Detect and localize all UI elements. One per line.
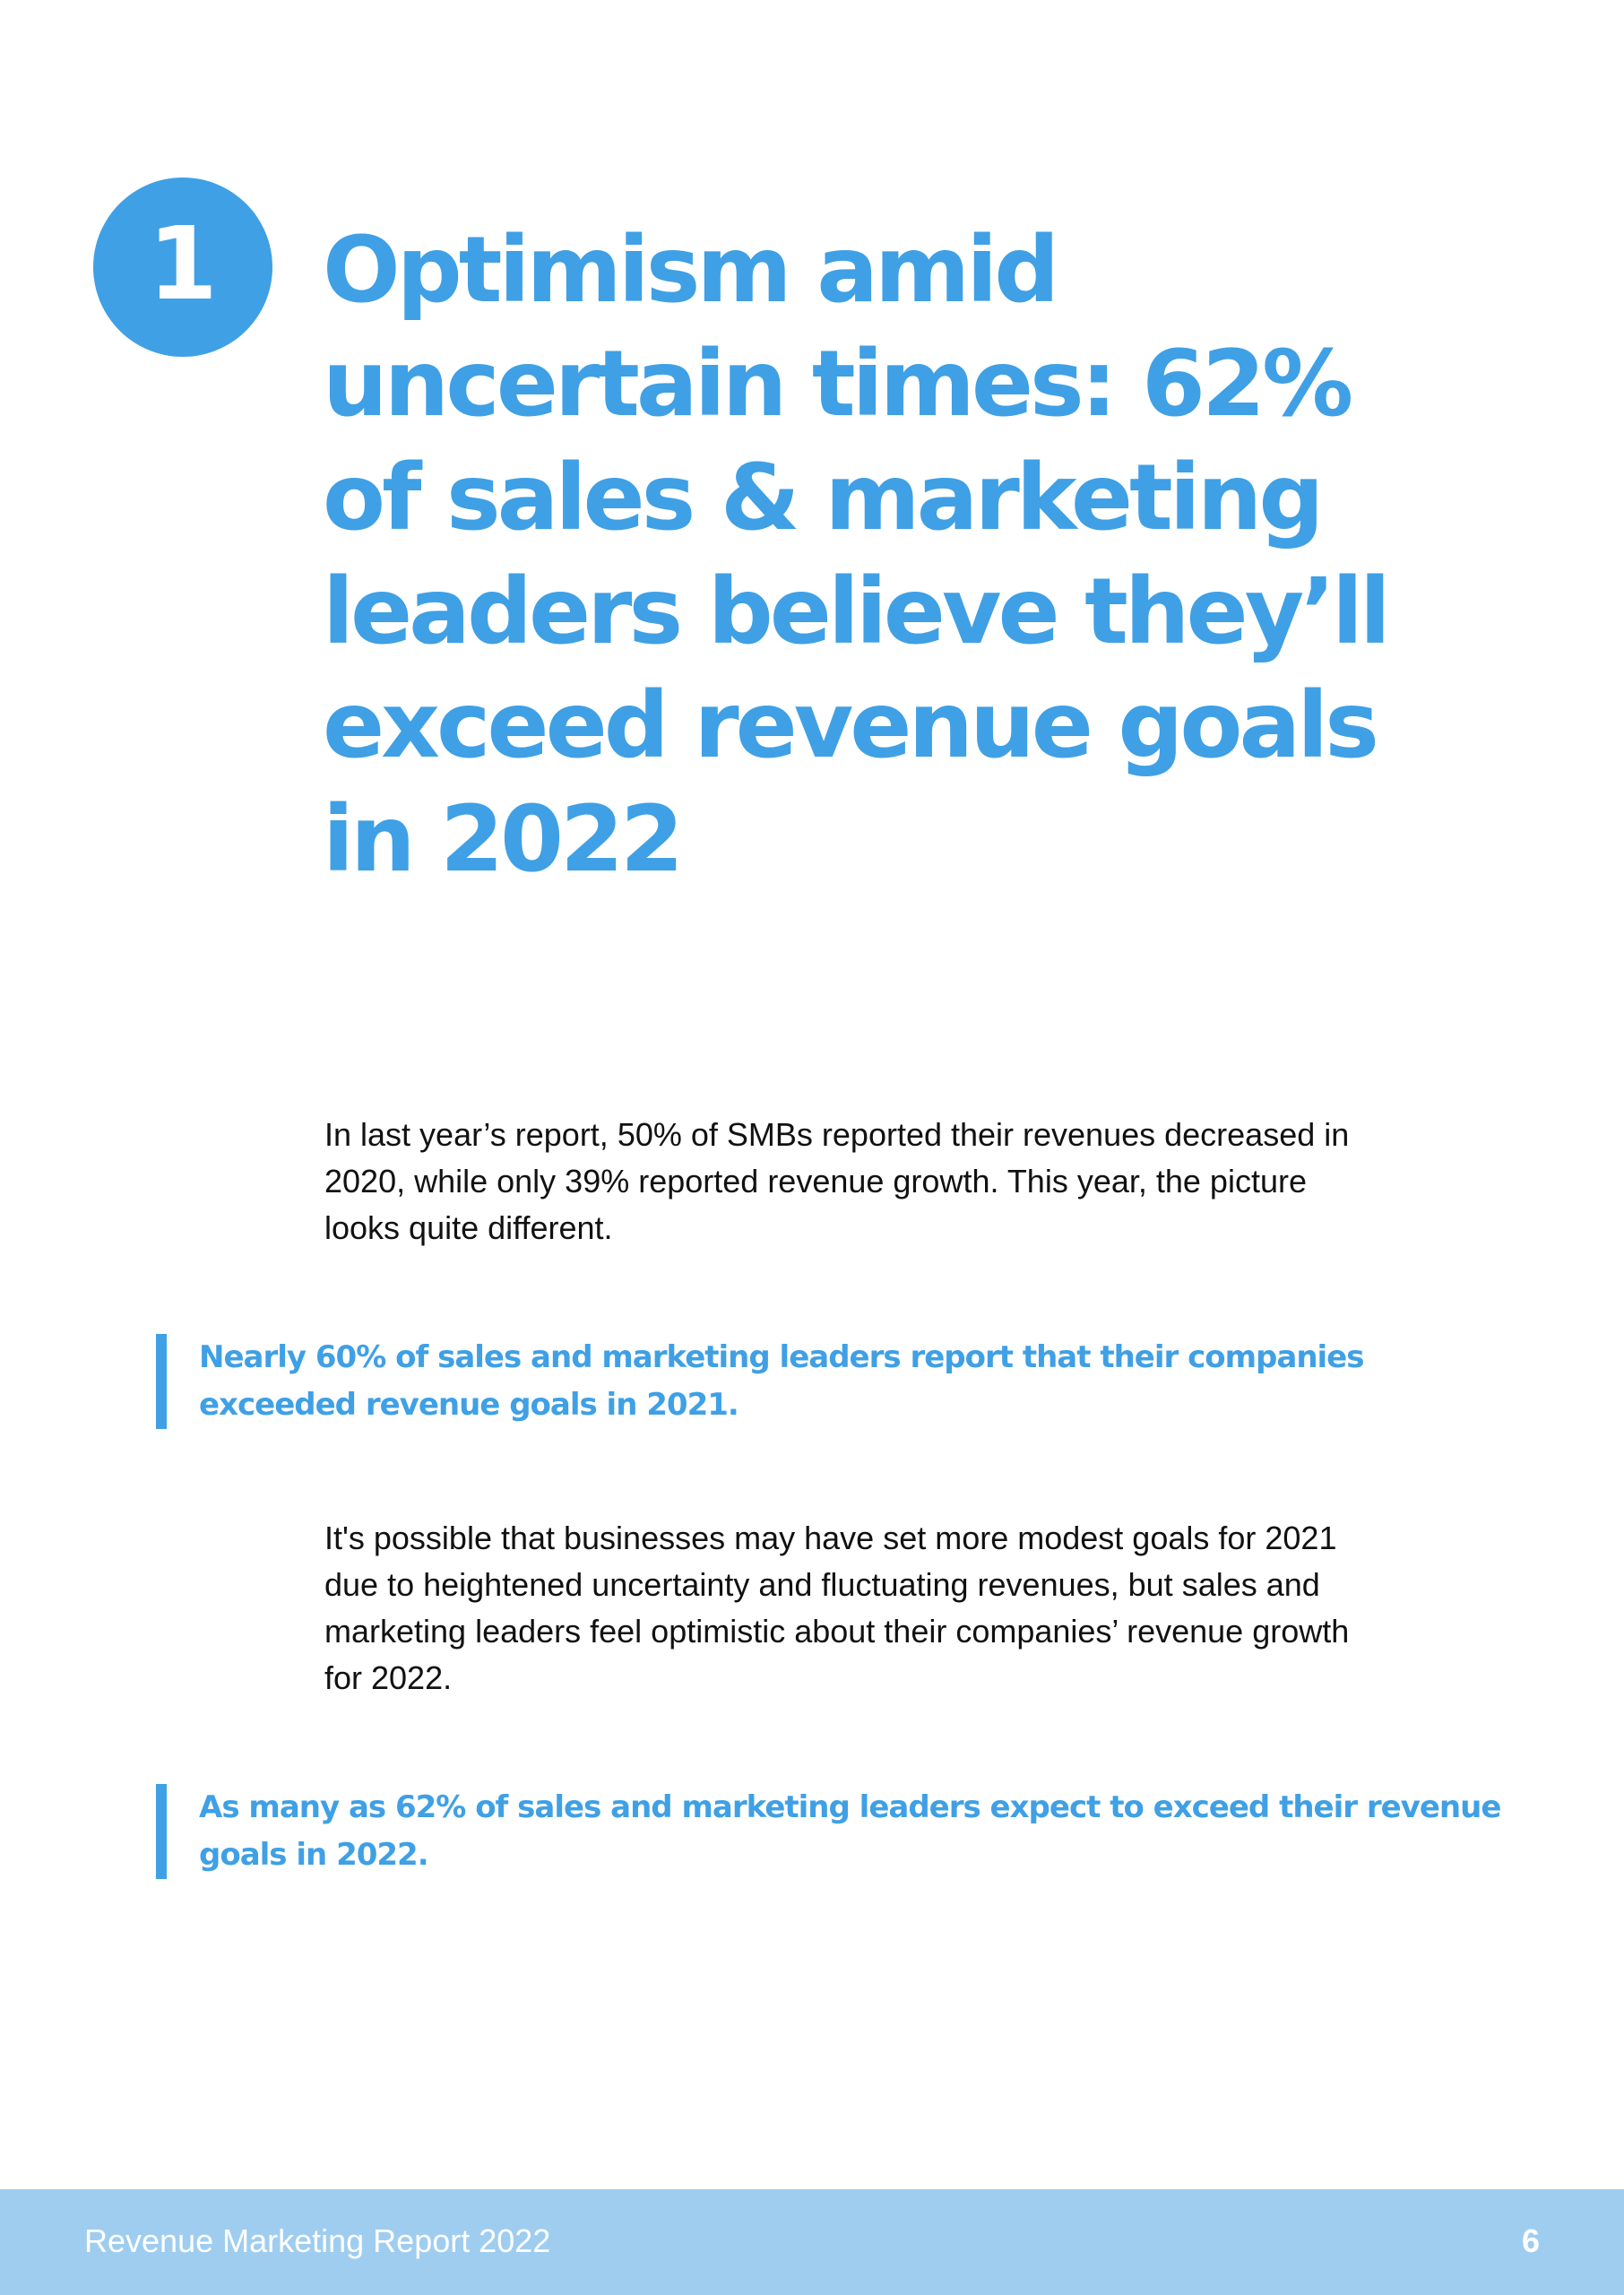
optimism-paragraph: It's possible that businesses may have s… [324,1520,1350,1696]
section-headline: Optimism amid uncertain times: 62% of sa… [323,217,1391,893]
section-number: 1 [148,206,218,323]
page-footer: Revenue Marketing Report 2022 6 [0,2189,1624,2295]
section-number-badge: 1 [93,178,272,357]
page-number: 6 [1521,2222,1540,2259]
report-title: Revenue Marketing Report 2022 [84,2222,551,2259]
intro-paragraph: In last year’s report, 50% of SMBs repor… [324,1116,1350,1246]
callout-2021-revenue-goals: Nearly 60% of sales and marketing leader… [156,1334,1525,1429]
callout-2022-revenue-goals: As many as 62% of sales and marketing le… [156,1784,1525,1879]
